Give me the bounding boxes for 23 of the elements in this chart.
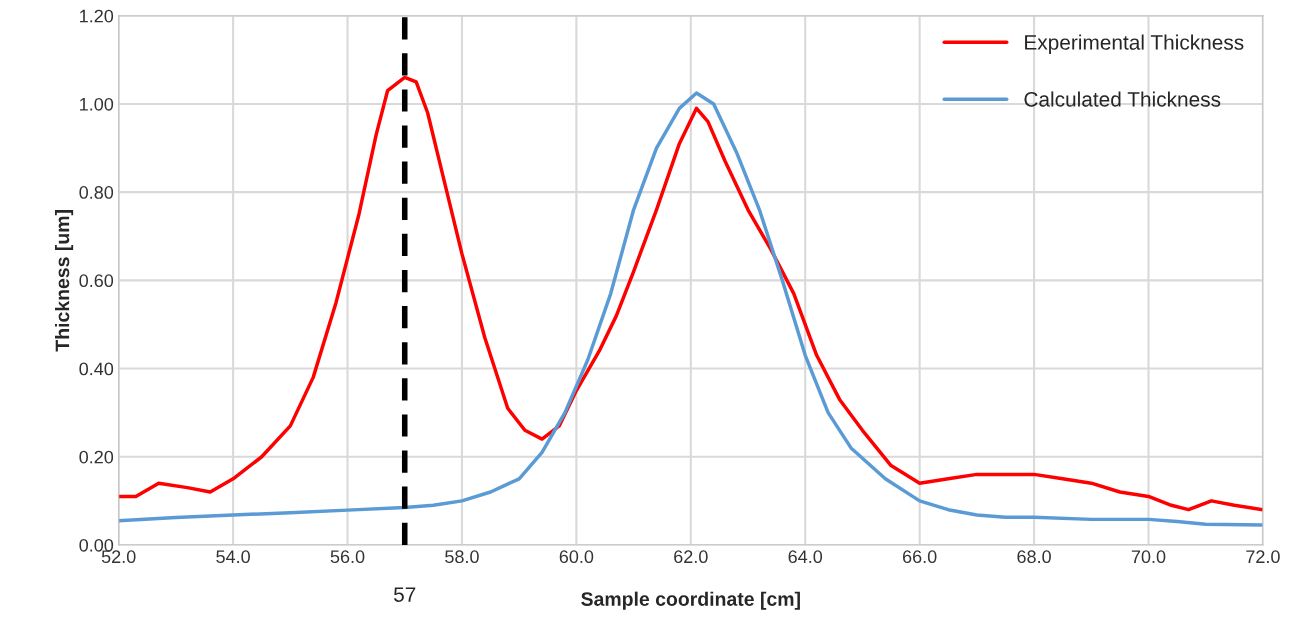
y-tick-label: 0.80 (79, 186, 114, 199)
y-tick-label: 0.00 (79, 538, 114, 552)
x-tick-label: 62.0 (674, 550, 708, 564)
x-tick-label: 68.0 (1017, 550, 1051, 564)
x-tick-label: 66.0 (902, 550, 937, 564)
y-tick-label: 0.20 (79, 450, 114, 464)
x-tick-label: 70.0 (1131, 550, 1166, 564)
y-tick-label: 1.20 (80, 9, 114, 23)
x-tick-label: 58.0 (445, 550, 479, 564)
x-tick-label: 56.0 (330, 550, 365, 564)
legend-label: Calculated Thickness (1024, 91, 1221, 107)
y-tick-label: 1.00 (80, 97, 114, 111)
x-tick-label: 54.0 (216, 550, 250, 564)
x-tick-label: 64.0 (788, 550, 823, 564)
x-axis-title: Sample coordinate [cm] (581, 591, 800, 610)
x-tick-label: 52.0 (101, 550, 136, 564)
x-tick-label: 72.0 (1246, 550, 1280, 564)
x-tick-label: 60.0 (559, 550, 594, 564)
y-tick-label: 0.60 (79, 274, 114, 288)
y-axis-title: Thickness [um] (55, 210, 74, 352)
y-tick-label: 0.40 (79, 362, 114, 376)
legend-label: Experimental Thickness (1025, 34, 1244, 54)
ref-line-label: 57 (393, 587, 416, 602)
